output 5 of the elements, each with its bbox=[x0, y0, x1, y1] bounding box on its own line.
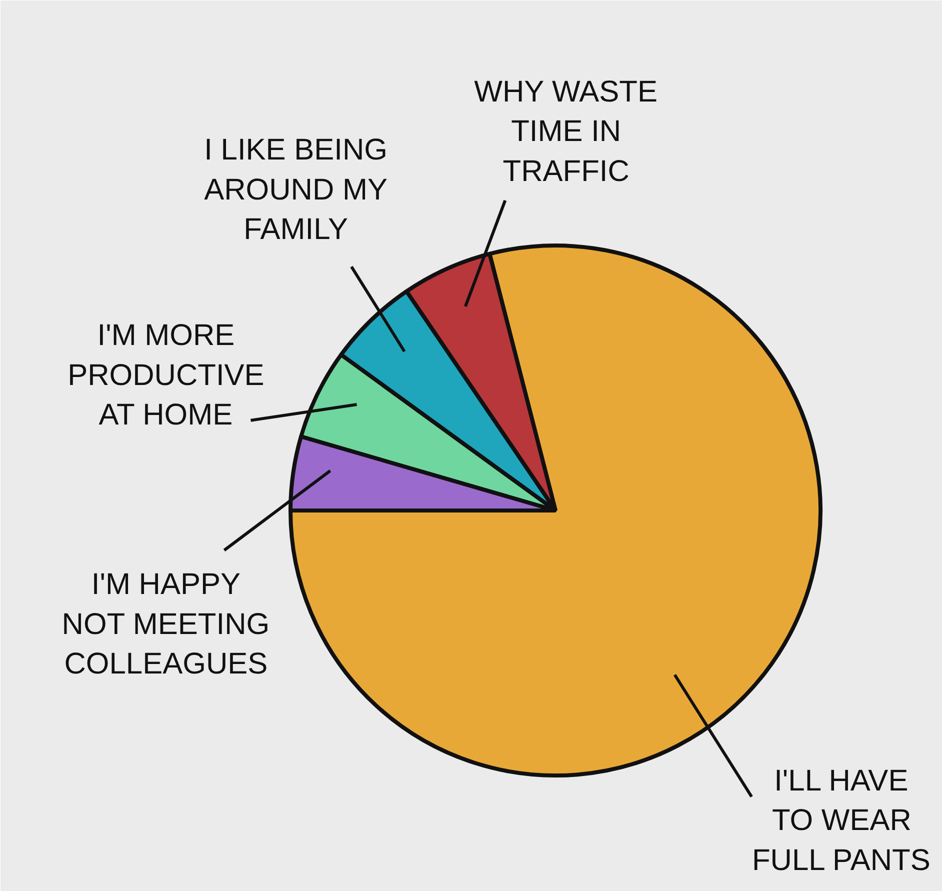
slice-label: I'LL HAVE TO WEAR FULL PANTS bbox=[752, 764, 930, 877]
slice-label: I'M MORE PRODUCTIVE AT HOME bbox=[68, 319, 264, 432]
slice-label: I'M HAPPY NOT MEETING COLLEAGUES bbox=[62, 568, 270, 681]
slice-label: I LIKE BEING AROUND MY FAMILY bbox=[204, 134, 388, 246]
slice-label: WHY WASTE TIME IN TRAFFIC bbox=[474, 75, 658, 188]
